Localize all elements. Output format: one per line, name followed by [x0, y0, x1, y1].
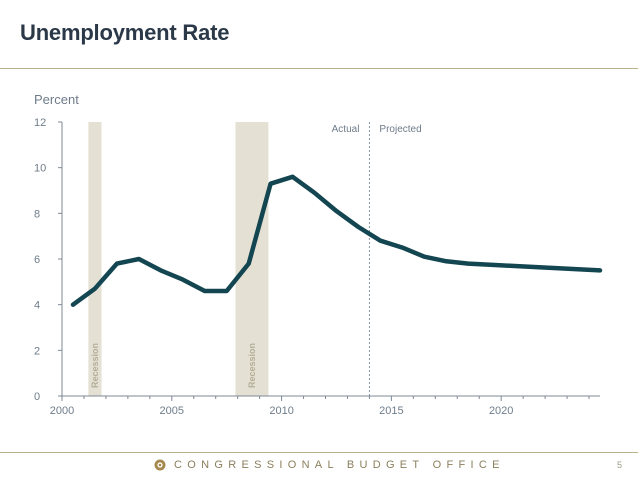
unemployment-chart: Percent Recession Recession 0 2 4 6 8 10 12 2000…	[34, 92, 603, 417]
page-number: 5	[616, 460, 622, 470]
y-tick-label: 12	[34, 117, 46, 129]
actual-label: Actual	[332, 124, 360, 135]
data-point	[225, 290, 228, 292]
y-tick-label: 0	[34, 391, 40, 403]
data-point	[335, 210, 338, 212]
data-point	[577, 268, 579, 271]
axes: 0 2 4 6 8 10 12 2000 2005 2010 2015 2020	[34, 117, 600, 417]
projected-label: Projected	[379, 124, 421, 135]
footer-divider	[0, 452, 638, 453]
data-point	[467, 262, 470, 265]
data-point	[445, 260, 448, 263]
cbo-logo-icon	[154, 459, 166, 471]
y-tick-label: 8	[34, 208, 40, 220]
y-tick-label: 2	[34, 345, 40, 357]
data-point	[181, 278, 184, 281]
unemployment-rate-line	[70, 174, 603, 307]
data-point	[423, 255, 426, 258]
data-point	[533, 266, 535, 268]
data-point	[489, 263, 492, 266]
y-tick-label: 4	[34, 300, 40, 312]
data-point	[116, 262, 118, 265]
x-tick-label: 2010	[269, 405, 293, 417]
data-point	[72, 303, 74, 306]
data-point	[599, 269, 601, 272]
title-divider	[0, 68, 638, 69]
footer-organization-name: CONGRESSIONAL BUDGET OFFICE	[174, 459, 505, 471]
data-point	[269, 182, 272, 185]
recession-band	[88, 122, 102, 396]
data-point	[555, 267, 557, 269]
x-tick-label: 2005	[160, 405, 184, 417]
y-tick-label: 6	[34, 254, 40, 266]
data-point	[357, 226, 360, 228]
x-tick-label: 2015	[379, 405, 403, 417]
y-tick-label: 10	[34, 163, 46, 175]
x-tick-label: 2020	[489, 405, 513, 417]
recession-label: Recession	[90, 343, 100, 388]
data-point	[247, 262, 250, 265]
data-point	[94, 287, 96, 290]
data-point	[160, 269, 162, 272]
data-point	[203, 290, 206, 292]
data-point	[401, 246, 404, 249]
series-line-layer	[70, 174, 603, 307]
y-unit-label: Percent	[34, 92, 79, 107]
data-point	[291, 176, 294, 178]
data-point	[379, 239, 382, 242]
actual-projected-divider: Actual Projected	[332, 122, 422, 396]
recession-bands: Recession Recession	[88, 122, 269, 396]
data-point	[138, 258, 140, 260]
x-tick-label: 2000	[50, 405, 74, 417]
recession-label: Recession	[247, 343, 257, 388]
data-point	[511, 265, 513, 267]
data-point	[313, 191, 316, 194]
slide-title: Unemployment Rate	[20, 20, 230, 45]
